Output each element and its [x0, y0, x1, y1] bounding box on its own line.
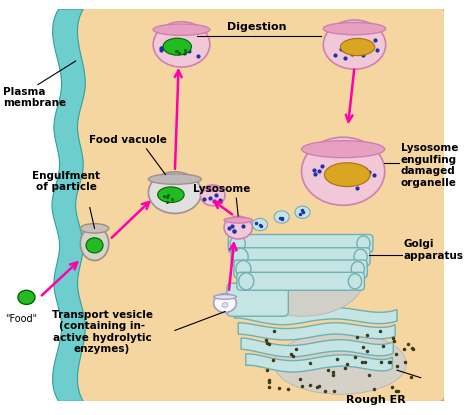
Ellipse shape [302, 137, 385, 205]
Polygon shape [238, 323, 395, 340]
Ellipse shape [241, 241, 364, 316]
FancyBboxPatch shape [227, 283, 288, 316]
Ellipse shape [153, 24, 210, 35]
Polygon shape [246, 354, 392, 372]
Ellipse shape [153, 22, 210, 67]
Polygon shape [52, 9, 85, 401]
Text: Lysosome: Lysosome [194, 184, 251, 194]
Text: Rough ER: Rough ER [346, 395, 406, 405]
Ellipse shape [252, 218, 267, 231]
Ellipse shape [295, 206, 310, 218]
Ellipse shape [224, 216, 252, 239]
Text: Engulfment
of particle: Engulfment of particle [32, 171, 100, 193]
Ellipse shape [80, 224, 109, 233]
Polygon shape [241, 338, 393, 357]
Polygon shape [235, 307, 397, 325]
Text: Food vacuole: Food vacuole [89, 135, 166, 145]
Ellipse shape [233, 248, 248, 265]
Ellipse shape [354, 249, 367, 264]
Ellipse shape [163, 38, 191, 55]
Text: Digestion: Digestion [227, 22, 287, 32]
Ellipse shape [200, 185, 225, 206]
Ellipse shape [340, 39, 375, 56]
Bar [0, 9, 76, 401]
Ellipse shape [323, 20, 386, 69]
Ellipse shape [348, 274, 361, 289]
Ellipse shape [230, 235, 245, 252]
Ellipse shape [357, 236, 370, 251]
Text: "Food": "Food" [5, 315, 37, 325]
FancyBboxPatch shape [54, 6, 445, 402]
Ellipse shape [239, 273, 254, 290]
Ellipse shape [323, 22, 386, 35]
FancyBboxPatch shape [228, 234, 373, 252]
Text: Transport vesicle
(containing in-
active hydrolytic
enzymes): Transport vesicle (containing in- active… [52, 310, 153, 354]
Ellipse shape [224, 217, 252, 223]
Text: Plasma
membrane: Plasma membrane [3, 87, 66, 108]
Ellipse shape [149, 174, 201, 184]
Text: Lysosome
engulfing
damaged
organelle: Lysosome engulfing damaged organelle [401, 143, 458, 188]
Ellipse shape [18, 290, 35, 305]
Text: Golgi
apparatus: Golgi apparatus [404, 239, 463, 261]
Ellipse shape [214, 293, 236, 312]
FancyBboxPatch shape [234, 260, 367, 278]
Ellipse shape [86, 238, 103, 253]
Ellipse shape [236, 261, 251, 278]
Ellipse shape [274, 211, 289, 223]
Ellipse shape [274, 333, 407, 394]
Ellipse shape [302, 141, 385, 158]
Ellipse shape [157, 187, 184, 203]
Ellipse shape [214, 295, 236, 299]
Ellipse shape [149, 172, 201, 213]
FancyBboxPatch shape [231, 248, 370, 266]
FancyBboxPatch shape [237, 272, 364, 290]
Ellipse shape [324, 163, 370, 187]
Ellipse shape [222, 303, 228, 307]
Ellipse shape [80, 227, 109, 261]
Ellipse shape [200, 186, 225, 191]
Ellipse shape [351, 261, 364, 276]
